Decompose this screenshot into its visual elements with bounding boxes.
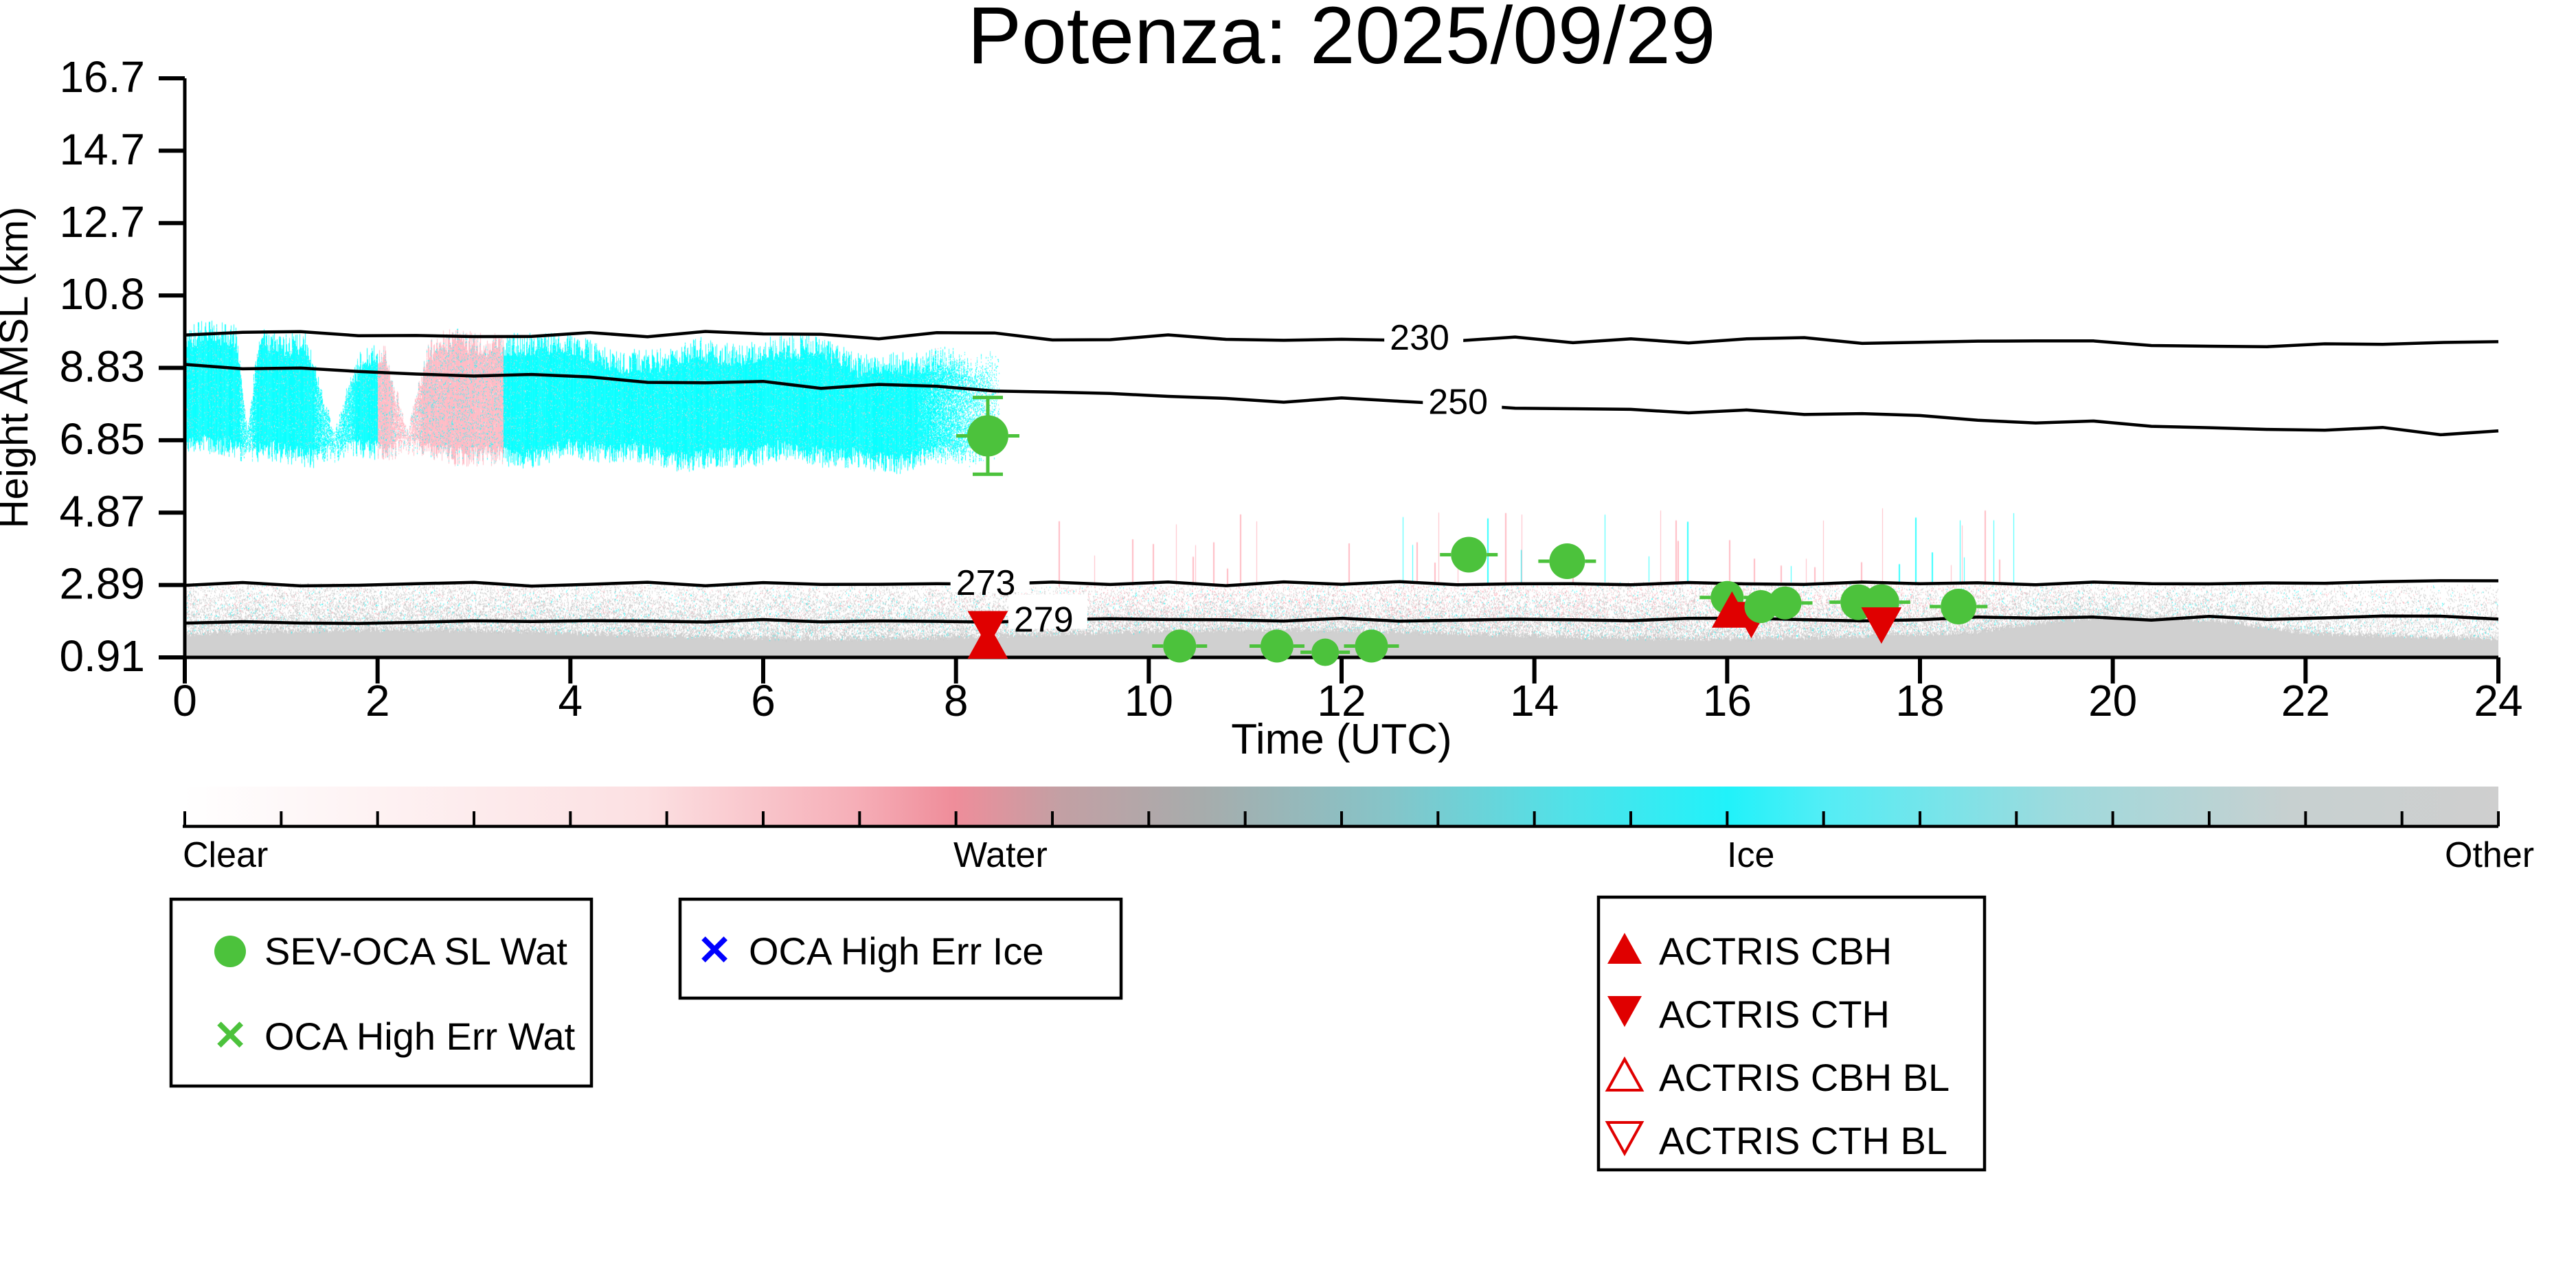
- svg-text:10: 10: [1125, 676, 1173, 725]
- svg-text:16: 16: [1703, 676, 1752, 725]
- svg-text:Time (UTC): Time (UTC): [1231, 716, 1451, 763]
- svg-text:0.91: 0.91: [59, 631, 145, 681]
- svg-text:4: 4: [558, 676, 583, 725]
- svg-text:12.7: 12.7: [59, 197, 145, 247]
- svg-text:16.7: 16.7: [59, 52, 145, 102]
- svg-text:4.87: 4.87: [59, 486, 145, 536]
- svg-text:24: 24: [2474, 676, 2522, 725]
- svg-text:230: 230: [1390, 318, 1449, 358]
- svg-text:0: 0: [172, 676, 197, 725]
- svg-text:8: 8: [944, 676, 969, 725]
- svg-text:279: 279: [1014, 600, 1074, 640]
- svg-text:Height AMSL (km): Height AMSL (km): [0, 207, 36, 528]
- svg-text:8.83: 8.83: [59, 342, 145, 392]
- svg-text:18: 18: [1895, 676, 1944, 725]
- svg-text:2: 2: [365, 676, 390, 725]
- svg-text:14: 14: [1510, 676, 1559, 725]
- svg-text:10.8: 10.8: [59, 269, 145, 319]
- svg-text:6: 6: [751, 676, 776, 725]
- svg-text:14.7: 14.7: [59, 124, 145, 174]
- svg-text:22: 22: [2281, 676, 2330, 725]
- svg-text:2.89: 2.89: [59, 559, 145, 609]
- svg-text:20: 20: [2088, 676, 2137, 725]
- svg-text:6.85: 6.85: [59, 414, 145, 464]
- svg-text:250: 250: [1428, 383, 1488, 422]
- svg-text:273: 273: [956, 563, 1016, 603]
